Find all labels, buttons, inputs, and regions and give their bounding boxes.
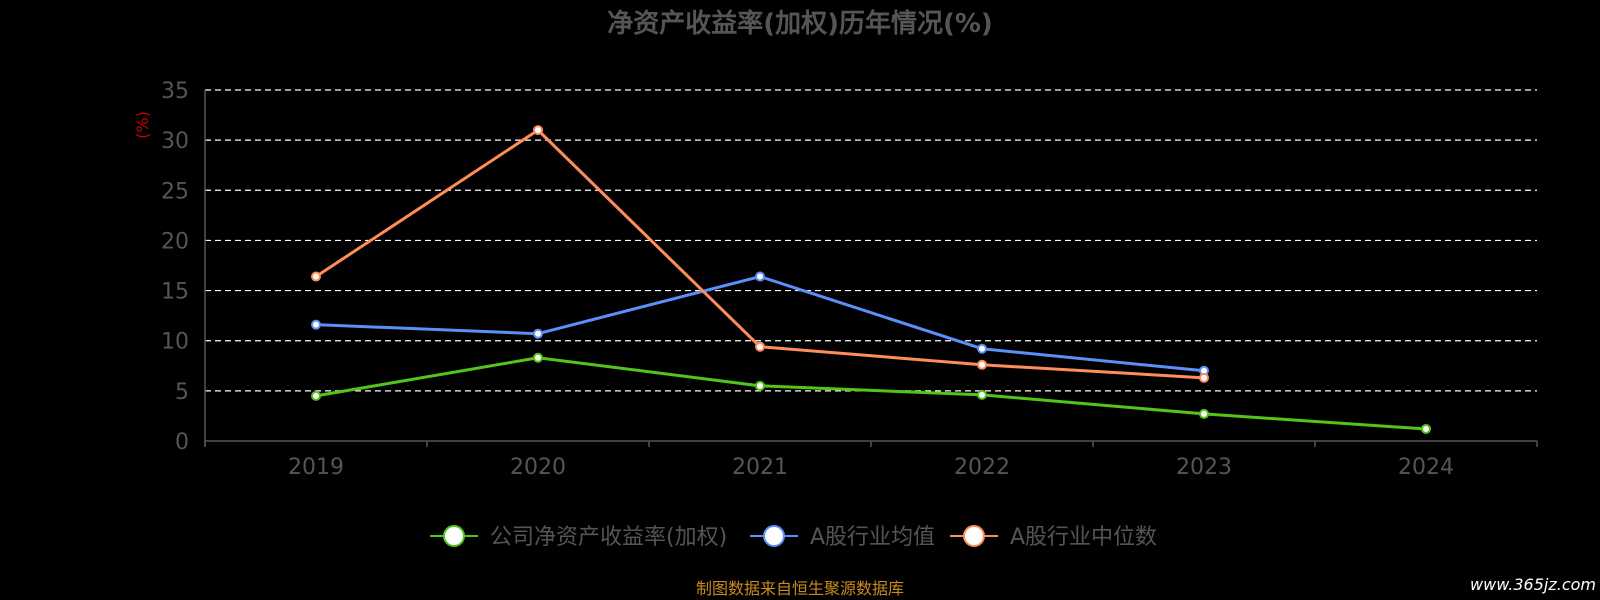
y-tick-label: 15 — [161, 280, 189, 305]
legend-label: A股行业均值 — [810, 525, 935, 550]
x-tick-label: 2019 — [288, 455, 344, 480]
data-point — [977, 359, 987, 370]
y-tick-label: 30 — [161, 129, 189, 154]
data-point — [977, 389, 987, 400]
y-tick-label: 10 — [161, 330, 189, 355]
data-point — [755, 341, 765, 352]
data-point — [755, 271, 765, 282]
y-tick-label: 20 — [161, 229, 189, 254]
data-point — [755, 380, 765, 391]
data-point — [533, 125, 543, 136]
data-point — [311, 390, 321, 401]
x-tick-label: 2021 — [732, 455, 788, 480]
legend: 公司净资产收益率(加权) A股行业均值 A股行业中位数 — [430, 525, 1157, 550]
data-point — [1421, 423, 1431, 434]
data-point — [533, 328, 543, 339]
x-tick-label: 2020 — [510, 455, 566, 480]
watermark: www.365jz.com — [1470, 575, 1596, 594]
y-tick-label: 0 — [175, 430, 189, 455]
data-source-note: 制图数据来自恒生聚源数据库 — [696, 579, 904, 598]
legend-marker — [963, 525, 985, 547]
legend-marker — [763, 525, 785, 547]
x-tick-label: 2024 — [1398, 455, 1454, 480]
x-tick-label: 2022 — [954, 455, 1010, 480]
legend-label: 公司净资产收益率(加权) — [490, 525, 727, 550]
y-tick-label: 25 — [161, 179, 189, 204]
series-lines — [311, 125, 1431, 434]
legend-label: A股行业中位数 — [1010, 525, 1157, 550]
axes: 0 5 10 15 20 25 30 35 2019 2020 2021 2022 2023 2024 — [161, 79, 1538, 480]
chart-title: 净资产收益率(加权)历年情况(%) — [607, 8, 993, 39]
data-point — [311, 271, 321, 282]
data-point — [533, 352, 543, 363]
y-tick-label: 35 — [161, 79, 189, 104]
y-axis-unit-label: (%) — [133, 111, 152, 139]
series-line — [315, 356, 1427, 431]
data-point — [1199, 372, 1209, 383]
y-tick-label: 5 — [175, 380, 189, 405]
data-point — [1199, 408, 1209, 419]
grid-lines — [205, 89, 1537, 392]
legend-marker — [443, 525, 465, 547]
data-point — [311, 319, 321, 330]
x-tick-label: 2023 — [1176, 455, 1232, 480]
data-point — [977, 343, 987, 354]
